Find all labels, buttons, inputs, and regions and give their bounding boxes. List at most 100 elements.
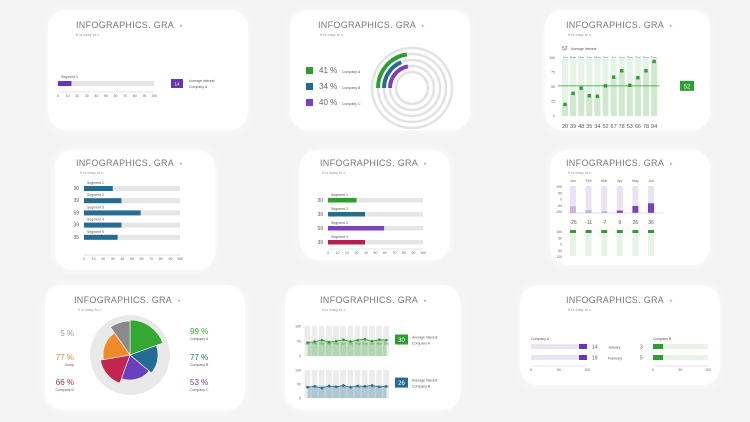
x-tick-label: 50 — [374, 251, 378, 255]
legend-label: Company B — [190, 363, 209, 367]
x-tick-label: Mar — [319, 384, 324, 388]
bar — [653, 344, 663, 349]
x-tick-label: 30 — [85, 94, 89, 98]
value-label: 53 % — [190, 378, 208, 387]
bar-label: Segment 1 — [87, 181, 104, 185]
column-track — [318, 370, 325, 398]
panel-subtitle: It is easy to c — [568, 307, 592, 312]
column-fill — [616, 210, 623, 213]
panel-title: INFOGRAPHICS. GRA ▸ — [76, 158, 183, 168]
bar-label: Segment 2 — [87, 193, 104, 197]
radial-bar — [376, 52, 408, 89]
column-fill — [626, 85, 633, 116]
column-fill — [651, 61, 658, 116]
x-tick-label: Jul — [349, 342, 353, 346]
ring-track — [394, 70, 430, 106]
bar-label: Segment 1 — [61, 75, 78, 79]
data-point — [563, 102, 567, 107]
x-tick-label: 70 — [123, 94, 127, 98]
y-tick-label: 100 — [549, 56, 555, 60]
data-point — [306, 341, 309, 344]
value-label: 59 — [317, 226, 323, 232]
x-tick-label: 10 — [336, 251, 340, 255]
panel-title: INFOGRAPHICS. GRA ▸ — [74, 295, 181, 305]
data-point — [579, 86, 583, 90]
x-tick-label: 80 — [402, 251, 406, 255]
bar-track — [653, 355, 708, 360]
panel-9 — [520, 285, 720, 385]
bar-track — [531, 344, 587, 349]
value-label: 35 — [586, 124, 592, 130]
data-point — [595, 94, 600, 98]
data-point — [349, 340, 352, 343]
column-track — [570, 186, 576, 213]
column-track — [376, 326, 382, 356]
x-tick-label: Apr — [617, 179, 623, 183]
x-tick-label: 30 — [111, 257, 115, 261]
bar-track — [328, 198, 423, 203]
legend-label: Comp — [65, 363, 74, 367]
x-tick-label: 20 — [345, 251, 349, 255]
bar — [84, 198, 122, 204]
column-track — [311, 370, 318, 398]
legend-swatch — [306, 67, 313, 74]
average-callout — [680, 80, 694, 91]
y-tick-label: 0 — [560, 243, 562, 247]
area-fill — [307, 339, 387, 356]
panel-1 — [48, 10, 248, 130]
average-callout-value: 52 — [684, 84, 691, 90]
data-point — [571, 91, 575, 96]
y-tick-label: 100 — [556, 185, 562, 189]
x-tick-label: May — [333, 342, 339, 346]
data-point — [363, 385, 367, 388]
column-track — [304, 326, 311, 356]
x-tick-label: 100 — [177, 257, 183, 261]
bar — [58, 81, 72, 86]
column-marker — [648, 230, 654, 233]
bar-track — [328, 240, 423, 245]
data-point — [385, 338, 388, 342]
panel-subtitle: It is easy to c — [568, 32, 592, 37]
panel-title: INFOGRAPHICS. GRA ▸ — [318, 20, 425, 30]
panel-subtitle: It is easy to c — [80, 170, 104, 175]
panel-title: INFOGRAPHICS. GRA ▸ — [566, 20, 673, 30]
y-tick-label: -100 — [555, 255, 562, 259]
group-label: Company B — [653, 337, 672, 341]
value-label: 78 — [619, 124, 625, 130]
group-label: Company A — [531, 337, 550, 341]
panel-subtitle: It is easy to c — [76, 32, 100, 37]
column-track — [361, 326, 368, 356]
value-label: 39 — [73, 198, 79, 204]
callout-value: 14 — [174, 82, 180, 87]
column-track — [585, 186, 592, 213]
y-tick-label: -50 — [557, 204, 562, 208]
data-point — [611, 75, 616, 79]
value-label: -7 — [602, 220, 607, 226]
y-tick-label: 0 — [553, 114, 555, 118]
column-fill — [632, 205, 639, 213]
legend-label: Company A — [342, 70, 361, 74]
value-label: 52 — [602, 124, 608, 130]
bar-label: Segment 3 — [331, 221, 348, 225]
panel-subtitle: It is easy to c — [322, 170, 346, 175]
chevron-icon: ▸ — [422, 22, 425, 29]
data-point — [327, 340, 331, 344]
y-tick-label: 100 — [295, 369, 301, 373]
data-point — [342, 384, 345, 387]
value-label: 41 % — [319, 66, 337, 75]
column-track — [586, 58, 593, 116]
x-tick-label: Oct — [370, 342, 375, 346]
data-point — [334, 385, 338, 389]
bar-track — [84, 222, 180, 228]
column-track — [369, 370, 375, 398]
callout-label: Company A — [412, 342, 431, 346]
column-fill — [594, 96, 601, 116]
data-point — [628, 83, 632, 87]
column-fill — [648, 203, 654, 213]
pie-slice — [100, 354, 131, 384]
bar — [328, 212, 366, 217]
data-point — [377, 338, 381, 341]
column-track — [340, 370, 346, 398]
y-tick-label: 0 — [299, 397, 301, 401]
column-track — [594, 58, 601, 116]
